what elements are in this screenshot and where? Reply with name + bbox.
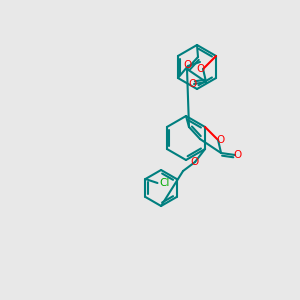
Text: O: O: [196, 64, 204, 74]
Text: Cl: Cl: [160, 178, 170, 188]
Text: O: O: [184, 60, 192, 70]
Text: O: O: [216, 135, 224, 145]
Text: O: O: [188, 79, 196, 89]
Text: O: O: [190, 157, 198, 167]
Text: O: O: [233, 150, 241, 160]
